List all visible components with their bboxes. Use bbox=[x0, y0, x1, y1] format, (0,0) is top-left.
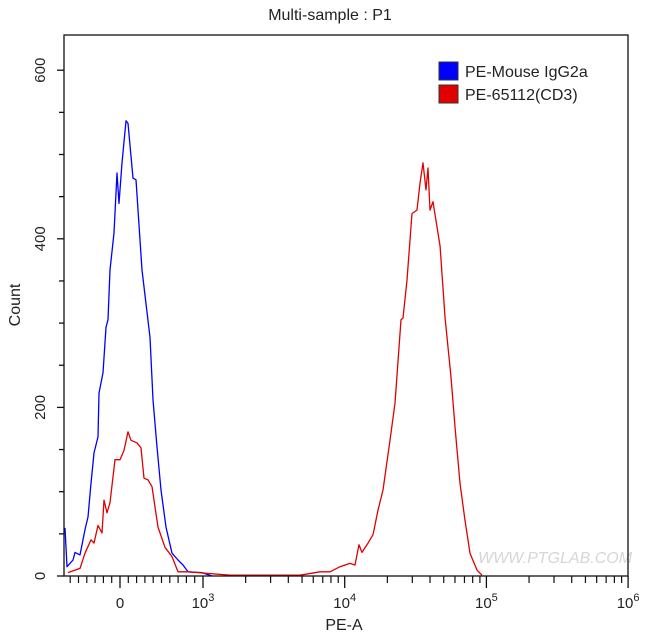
x-tick-label: 106 bbox=[617, 592, 640, 612]
x-tick-base: 10 bbox=[617, 595, 634, 612]
series-line-cd3 bbox=[67, 162, 483, 576]
legend-swatch bbox=[438, 84, 459, 104]
y-tick-label: 400 bbox=[32, 226, 49, 251]
x-axis: 0 103 104 105 106 bbox=[69, 576, 640, 612]
y-axis: 0 200 400 600 bbox=[32, 58, 64, 580]
legend-label: PE-65112(CD3) bbox=[465, 87, 578, 104]
x-tick-exponent: 3 bbox=[208, 592, 214, 604]
series-group bbox=[64, 120, 483, 577]
x-tick-label: 105 bbox=[475, 592, 498, 612]
legend: PE-Mouse IgG2a PE-65112(CD3) bbox=[438, 61, 588, 104]
x-axis-label: PE-A bbox=[325, 617, 363, 634]
x-tick-exponent: 6 bbox=[633, 592, 639, 604]
y-tick-label: 200 bbox=[32, 395, 49, 420]
x-tick-label: 104 bbox=[333, 592, 356, 612]
x-tick-label: 103 bbox=[192, 592, 215, 612]
watermark: WWW.PTGLAB.COM bbox=[478, 550, 633, 567]
series-line-isotype bbox=[64, 120, 213, 577]
x-tick-exponent: 4 bbox=[350, 592, 356, 604]
y-axis-label: Count bbox=[7, 283, 24, 326]
x-tick-base: 0 bbox=[116, 595, 124, 612]
x-tick-exponent: 5 bbox=[492, 592, 498, 604]
x-tick-base: 10 bbox=[333, 595, 350, 612]
plot-frame bbox=[63, 34, 629, 577]
legend-swatch bbox=[438, 61, 459, 81]
x-tick-label: 0 bbox=[116, 595, 124, 612]
legend-label: PE-Mouse IgG2a bbox=[465, 64, 588, 81]
chart-title: Multi-sample : P1 bbox=[268, 7, 392, 24]
y-tick-label: 0 bbox=[32, 572, 49, 580]
y-tick-label: 600 bbox=[32, 58, 49, 83]
x-tick-base: 10 bbox=[192, 595, 209, 612]
x-tick-base: 10 bbox=[475, 595, 492, 612]
